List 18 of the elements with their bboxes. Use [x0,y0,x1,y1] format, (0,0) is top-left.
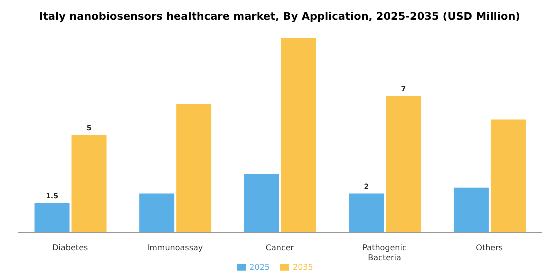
x-tick-label: Immunoassay [147,244,204,253]
bar [176,104,212,233]
legend-label: 2025 [250,262,270,272]
bar [140,194,175,233]
bar [281,38,316,233]
bar [490,120,526,233]
bar [386,96,422,233]
x-tick-label: Others [476,244,504,253]
chart-title: Italy nanobiosensors healthcare market, By Application, 2025-2035 (USD Million) [38,10,522,25]
x-tick-label: Diabetes [52,244,88,253]
bar [349,194,384,233]
x-tick-label: Pathogenic Bacteria [362,244,407,263]
bar [72,135,107,233]
x-tick-label: Cancer [266,244,295,253]
bar [454,188,489,233]
bar [34,203,70,233]
legend-label: 2035 [293,262,314,272]
bar [244,174,280,233]
